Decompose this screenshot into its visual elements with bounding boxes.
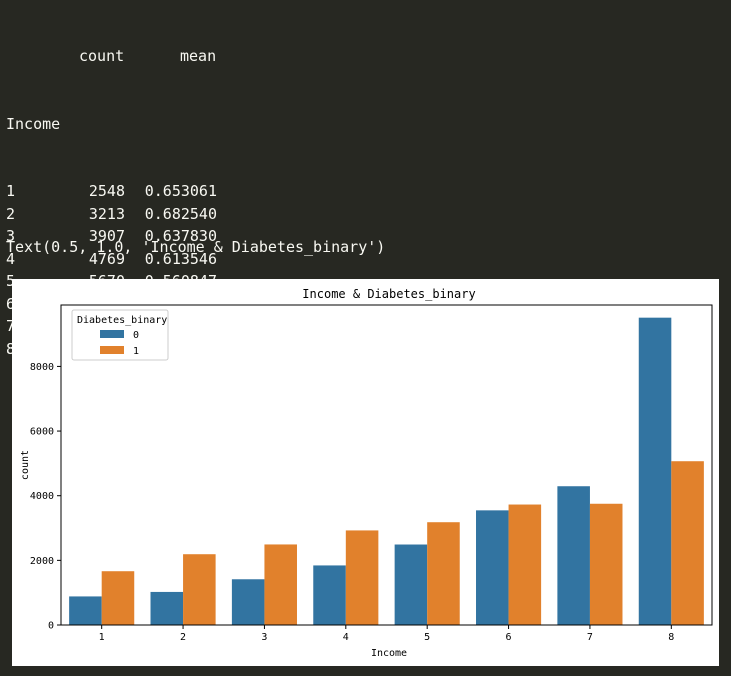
legend: Diabetes_binary 01 bbox=[71, 309, 169, 361]
row-mean: 0.682540 bbox=[144, 204, 217, 223]
bar-income-3-diabetes-0 bbox=[231, 579, 265, 625]
row-index: 2 bbox=[6, 204, 16, 223]
chart-title: Income & Diabetes_binary bbox=[302, 287, 475, 301]
row-count: 3213 bbox=[88, 204, 125, 223]
x-tick-label: 6 bbox=[506, 632, 512, 643]
y-axis-label: count bbox=[20, 450, 31, 480]
index-name-row: Income bbox=[6, 113, 60, 136]
row-index: 8 bbox=[6, 339, 16, 358]
dataframe-row: 4 4769 0.613546 bbox=[6, 248, 217, 271]
y-tick-label: 0 bbox=[48, 621, 54, 632]
dataframe-row: 3 3907 0.637830 bbox=[6, 225, 217, 248]
x-tick-label: 2 bbox=[180, 632, 186, 643]
legend-swatch-0 bbox=[100, 330, 124, 338]
row-index: 7 bbox=[6, 317, 16, 335]
bar-income-4-diabetes-0 bbox=[313, 565, 346, 625]
legend-label-0: 0 bbox=[133, 330, 139, 341]
bar-income-7-diabetes-1 bbox=[589, 503, 623, 625]
index-name: Income bbox=[6, 114, 61, 133]
bar-income-1-diabetes-0 bbox=[69, 596, 102, 625]
bar-income-8-diabetes-0 bbox=[638, 317, 672, 625]
x-tick-label: 4 bbox=[343, 632, 349, 643]
x-axis: 1 2 3 4 5 6 7 8 bbox=[99, 625, 674, 643]
bars bbox=[69, 317, 704, 625]
row-index: 4 bbox=[6, 249, 16, 268]
row-count: 4769 bbox=[88, 249, 125, 268]
bar-chart: Income & Diabetes_binary 020004000600080… bbox=[20, 287, 713, 659]
dataframe-row: 2 3213 0.682540 bbox=[6, 203, 217, 226]
y-tick-label: 8000 bbox=[30, 362, 54, 373]
bar-income-4-diabetes-1 bbox=[345, 530, 379, 625]
y-axis: 0 2000 4000 6000 8000 bbox=[30, 362, 61, 632]
x-tick-label: 3 bbox=[261, 632, 267, 643]
bar-income-1-diabetes-1 bbox=[101, 571, 135, 625]
x-axis-label: Income bbox=[371, 648, 407, 659]
repr-output: Text(0.5, 1.0, 'Income & Diabetes_binary… bbox=[6, 238, 386, 256]
bar-income-8-diabetes-1 bbox=[671, 461, 704, 625]
column-header-count: count bbox=[79, 47, 125, 65]
bar-income-6-diabetes-1 bbox=[508, 504, 542, 625]
bar-income-5-diabetes-1 bbox=[427, 522, 460, 625]
row-mean: 0.637830 bbox=[144, 227, 217, 245]
row-index: 6 bbox=[6, 294, 16, 313]
row-index: 5 bbox=[6, 272, 16, 290]
bar-income-3-diabetes-1 bbox=[264, 544, 297, 625]
legend-swatch-1 bbox=[100, 346, 124, 354]
bar-income-7-diabetes-0 bbox=[557, 486, 590, 625]
row-mean: 0.613546 bbox=[144, 249, 217, 268]
dataframe-row: 1 2548 0.653061 bbox=[6, 180, 217, 203]
row-index: 1 bbox=[6, 182, 16, 200]
legend-title: Diabetes_binary bbox=[77, 315, 167, 326]
bar-income-2-diabetes-1 bbox=[183, 554, 216, 625]
row-mean: 0.653061 bbox=[144, 182, 217, 200]
x-tick-label: 8 bbox=[668, 632, 674, 643]
x-tick-label: 7 bbox=[587, 632, 593, 643]
row-count: 3907 bbox=[88, 227, 125, 245]
bar-income-2-diabetes-0 bbox=[150, 591, 184, 625]
bar-income-5-diabetes-0 bbox=[394, 544, 428, 625]
dataframe-header: count mean bbox=[6, 45, 216, 68]
x-tick-label: 5 bbox=[424, 632, 430, 643]
row-index: 3 bbox=[6, 227, 16, 245]
y-tick-label: 6000 bbox=[30, 427, 54, 438]
figure: Income & Diabetes_binary 0 2000 4000 6000 80… bbox=[12, 279, 719, 666]
row-count: 2548 bbox=[88, 182, 125, 200]
legend-items: 01 bbox=[100, 330, 139, 357]
y-tick-label: 2000 bbox=[30, 556, 54, 567]
bar-income-6-diabetes-0 bbox=[476, 510, 509, 625]
y-tick-label: 4000 bbox=[30, 491, 54, 502]
plot-frame bbox=[60, 304, 713, 626]
legend-label-1: 1 bbox=[133, 346, 139, 357]
x-tick-label: 1 bbox=[99, 632, 105, 643]
column-header-mean: mean bbox=[180, 47, 217, 65]
